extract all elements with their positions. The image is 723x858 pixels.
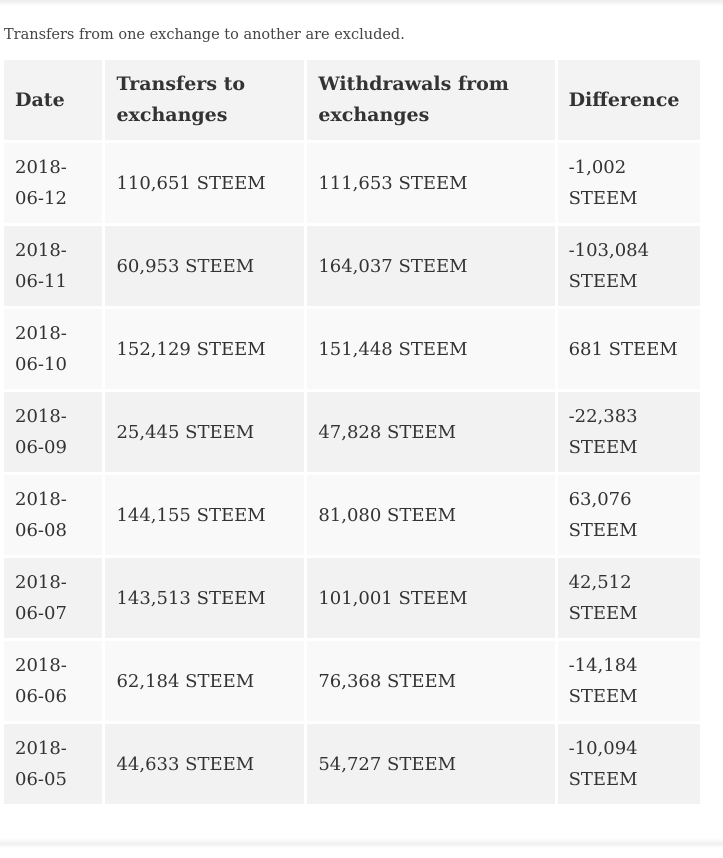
- cell-date: 2018-06-06: [4, 641, 103, 721]
- cell-transfers-to: 25,445 STEEM: [105, 392, 305, 472]
- table-row: 2018-06-12 110,651 STEEM 111,653 STEEM -…: [4, 143, 700, 223]
- cell-difference: -103,084 STEEM: [557, 226, 700, 306]
- cell-difference: 681 STEEM: [557, 309, 700, 389]
- cell-difference: 42,512 STEEM: [557, 558, 700, 638]
- cell-withdrawals-from: 81,080 STEEM: [307, 475, 555, 555]
- cell-transfers-to: 144,155 STEEM: [105, 475, 305, 555]
- top-divider: [0, 0, 723, 6]
- table-row: 2018-06-06 62,184 STEEM 76,368 STEEM -14…: [4, 641, 700, 721]
- cell-date: 2018-06-11: [4, 226, 103, 306]
- table-row: 2018-06-07 143,513 STEEM 101,001 STEEM 4…: [4, 558, 700, 638]
- cell-date: 2018-06-05: [4, 724, 103, 804]
- cell-transfers-to: 143,513 STEEM: [105, 558, 305, 638]
- table-row: 2018-06-05 44,633 STEEM 54,727 STEEM -10…: [4, 724, 700, 804]
- cell-withdrawals-from: 101,001 STEEM: [307, 558, 555, 638]
- cell-date: 2018-06-07: [4, 558, 103, 638]
- cell-withdrawals-from: 164,037 STEEM: [307, 226, 555, 306]
- header-difference: Difference: [557, 60, 700, 140]
- header-row: Date Transfers to exchanges Withdrawals …: [4, 60, 700, 140]
- cell-date: 2018-06-10: [4, 309, 103, 389]
- cell-date: 2018-06-09: [4, 392, 103, 472]
- table-row: 2018-06-10 152,129 STEEM 151,448 STEEM 6…: [4, 309, 700, 389]
- exclusion-note: Transfers from one exchange to another a…: [4, 26, 405, 43]
- cell-withdrawals-from: 47,828 STEEM: [307, 392, 555, 472]
- exchange-flow-table: Date Transfers to exchanges Withdrawals …: [1, 57, 703, 807]
- header-transfers-to-exchanges: Transfers to exchanges: [105, 60, 305, 140]
- header-date: Date: [4, 60, 103, 140]
- cell-transfers-to: 44,633 STEEM: [105, 724, 305, 804]
- table-row: 2018-06-09 25,445 STEEM 47,828 STEEM -22…: [4, 392, 700, 472]
- cell-difference: -22,383 STEEM: [557, 392, 700, 472]
- cell-date: 2018-06-12: [4, 143, 103, 223]
- cell-difference: -10,094 STEEM: [557, 724, 700, 804]
- cell-difference: 63,076 STEEM: [557, 475, 700, 555]
- table-body: 2018-06-12 110,651 STEEM 111,653 STEEM -…: [4, 143, 700, 804]
- bottom-divider: [0, 838, 723, 848]
- table-header: Date Transfers to exchanges Withdrawals …: [4, 60, 700, 140]
- cell-transfers-to: 152,129 STEEM: [105, 309, 305, 389]
- cell-date: 2018-06-08: [4, 475, 103, 555]
- cell-withdrawals-from: 151,448 STEEM: [307, 309, 555, 389]
- cell-withdrawals-from: 54,727 STEEM: [307, 724, 555, 804]
- cell-transfers-to: 110,651 STEEM: [105, 143, 305, 223]
- cell-transfers-to: 60,953 STEEM: [105, 226, 305, 306]
- cell-difference: -1,002 STEEM: [557, 143, 700, 223]
- cell-withdrawals-from: 76,368 STEEM: [307, 641, 555, 721]
- table-row: 2018-06-08 144,155 STEEM 81,080 STEEM 63…: [4, 475, 700, 555]
- cell-difference: -14,184 STEEM: [557, 641, 700, 721]
- cell-withdrawals-from: 111,653 STEEM: [307, 143, 555, 223]
- cell-transfers-to: 62,184 STEEM: [105, 641, 305, 721]
- table-row: 2018-06-11 60,953 STEEM 164,037 STEEM -1…: [4, 226, 700, 306]
- header-withdrawals-from-exchanges: Withdrawals from exchanges: [307, 60, 555, 140]
